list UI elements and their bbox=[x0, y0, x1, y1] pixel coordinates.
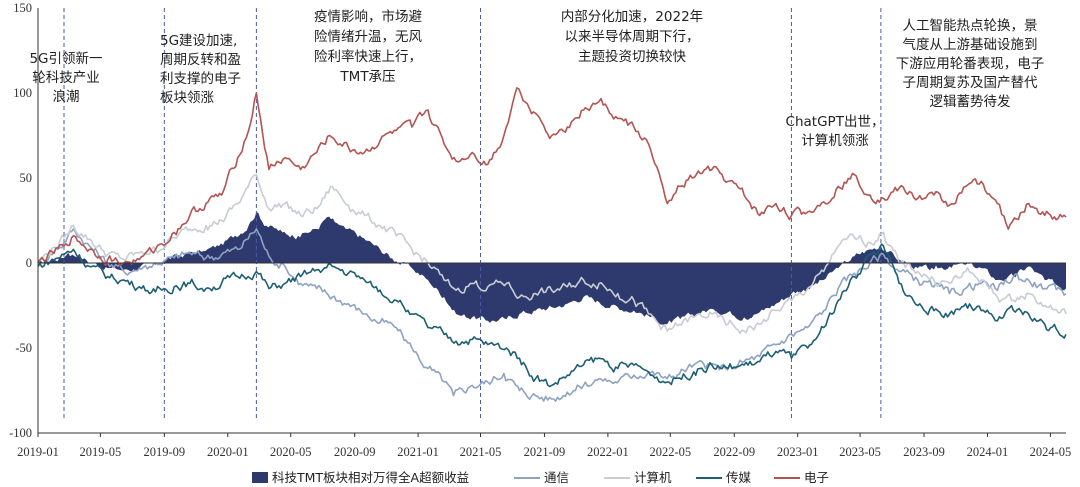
series-line-4 bbox=[37, 87, 1067, 267]
annotation-line: 气度从上游基础设施到 bbox=[903, 36, 1038, 53]
annotation-line: 险利率快速上行， bbox=[314, 48, 422, 65]
x-tick-label: 2022-09 bbox=[713, 445, 755, 459]
x-tick-label: 2019-01 bbox=[17, 445, 59, 459]
legend-item-3: 传媒 bbox=[696, 470, 752, 485]
annotation-line: 内部分化加速，2022年 bbox=[561, 9, 703, 25]
annotation-line: 逻辑蓄势待发 bbox=[930, 94, 1011, 110]
annotation-line: 以来半导体周期下行， bbox=[565, 29, 700, 45]
annotation-line: 利支撑的电子 bbox=[160, 71, 241, 87]
x-tick-label: 2019-05 bbox=[80, 445, 122, 459]
annotation-line: TMT承压 bbox=[339, 69, 395, 85]
x-tick-label: 2024-01 bbox=[967, 445, 1009, 459]
annotation-line: 5G引领新一 bbox=[29, 51, 102, 67]
x-tick-label: 2019-09 bbox=[144, 445, 186, 459]
x-tick-label: 2023-09 bbox=[903, 445, 945, 459]
y-tick-label: 100 bbox=[13, 86, 32, 100]
x-tick-label: 2023-01 bbox=[777, 445, 819, 459]
line-layer bbox=[37, 87, 1067, 402]
annotation-line: 疫情影响，市场避 bbox=[314, 8, 422, 25]
legend-item-0: 科技TMT板块相对万得全A超额收益 bbox=[252, 470, 469, 485]
legend-item-2: 计算机 bbox=[604, 470, 672, 485]
y-tick-label: -100 bbox=[9, 426, 32, 440]
x-tick-label: 2020-05 bbox=[270, 445, 312, 459]
legend-label: 计算机 bbox=[634, 470, 672, 485]
y-tick-label: 150 bbox=[13, 1, 32, 15]
x-tick-label: 2021-05 bbox=[460, 445, 502, 459]
legend-item-4: 电子 bbox=[774, 470, 829, 485]
series-line-1 bbox=[37, 228, 1067, 402]
annotation-line: 子周期复苏及国产替代 bbox=[903, 74, 1038, 91]
annotation-line: 板块领涨 bbox=[160, 90, 214, 106]
plot-area bbox=[37, 8, 1067, 434]
y-tick-label: 0 bbox=[26, 256, 32, 270]
legend-label: 通信 bbox=[544, 470, 569, 485]
series-line-3 bbox=[37, 243, 1067, 388]
annotation-4: ChatGPT出世， 计算机领涨 bbox=[786, 114, 885, 149]
area-layer bbox=[38, 212, 1066, 325]
series-area-tmt-excess bbox=[38, 212, 1066, 325]
annotation-line: 主题投资切换较快 bbox=[578, 49, 686, 65]
x-tick-label: 2024-05 bbox=[1030, 445, 1072, 459]
series-line-2 bbox=[37, 173, 1067, 334]
x-tick-label: 2020-01 bbox=[207, 445, 249, 459]
event-lines bbox=[63, 8, 882, 418]
legend-label: 科技TMT板块相对万得全A超额收益 bbox=[272, 470, 469, 485]
x-tick-label: 2023-05 bbox=[839, 445, 881, 459]
annotation-line: 浪潮 bbox=[53, 89, 80, 105]
legend-label: 传媒 bbox=[726, 470, 752, 485]
x-tick-label: 2021-09 bbox=[524, 445, 566, 459]
annotation-line: 周期反转和盈 bbox=[160, 52, 241, 68]
x-tick-label: 2021-01 bbox=[397, 445, 439, 459]
legend: 科技TMT板块相对万得全A超额收益 通信 计算机 传媒 电子 bbox=[252, 470, 829, 485]
annotation-line: 下游应用轮番表现，电子 bbox=[896, 55, 1045, 72]
annotation-5: 人工智能热点轮换，景气度从上游基础设施到下游应用轮番表现，电子子周期复苏及国产替… bbox=[896, 18, 1045, 110]
x-tick-labels: 2019-01 2019-05 2019-09 2020-01 2020-05 2020-… bbox=[17, 433, 1071, 459]
annotation-line: 人工智能热点轮换，景 bbox=[903, 18, 1038, 34]
annotation-line: 5G建设加速, bbox=[160, 33, 237, 49]
y-tick-label: 50 bbox=[20, 171, 33, 185]
annotation-line: ChatGPT出世， bbox=[786, 114, 885, 130]
y-tick-label: -50 bbox=[15, 341, 32, 355]
annotation-line: 险情绪升温，无风 bbox=[314, 29, 422, 45]
annotation-line: 计算机领涨 bbox=[801, 133, 869, 149]
y-tick-labels: -100 -50 0 50 100 150 bbox=[9, 1, 32, 440]
legend-swatch bbox=[252, 472, 268, 483]
annotation-line: 轮科技产业 bbox=[32, 70, 100, 86]
x-tick-label: 2022-01 bbox=[587, 445, 629, 459]
x-tick-label: 2020-09 bbox=[334, 445, 376, 459]
legend-label: 电子 bbox=[804, 470, 829, 485]
legend-item-1: 通信 bbox=[514, 470, 569, 485]
x-tick-label: 2022-05 bbox=[649, 445, 691, 459]
